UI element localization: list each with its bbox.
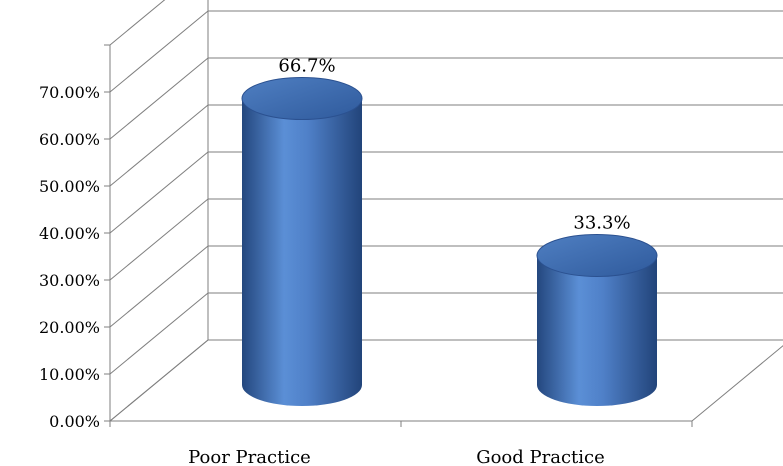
bar bbox=[536, 233, 658, 406]
y-axis: 0.00% 10.00% 20.00% 30.00% 40.00% 50.00% 60.00… bbox=[39, 83, 100, 431]
side-gridline bbox=[109, 104, 209, 187]
bar-top bbox=[536, 233, 658, 277]
y-tick-label: 10.00% bbox=[39, 365, 100, 384]
bar bbox=[241, 77, 363, 406]
x-category-label: Poor Practice bbox=[188, 447, 311, 466]
x-category-label: Good Practice bbox=[476, 447, 605, 466]
x-axis: Poor Practice Good Practice bbox=[188, 447, 605, 466]
bar-top bbox=[241, 77, 363, 121]
y-tick-label: 70.00% bbox=[39, 83, 100, 102]
chart-walls bbox=[104, 0, 783, 427]
floor-right-edge bbox=[691, 345, 783, 422]
side-gridline bbox=[109, 198, 209, 281]
side-gridline bbox=[109, 0, 166, 46]
y-tick-label: 20.00% bbox=[39, 318, 100, 337]
y-tick-label: 0.00% bbox=[49, 412, 100, 431]
y-tick-label: 50.00% bbox=[39, 177, 100, 196]
side-gridline bbox=[109, 57, 209, 140]
side-gridline bbox=[109, 151, 209, 234]
y-tick-label: 40.00% bbox=[39, 224, 100, 243]
side-gridline bbox=[109, 292, 209, 375]
side-gridline bbox=[109, 245, 209, 328]
data-label: 66.7% bbox=[278, 56, 335, 77]
bars: 66.7% 33.3% bbox=[241, 56, 658, 406]
side-gridline bbox=[109, 339, 209, 422]
y-tick-label: 60.00% bbox=[39, 130, 100, 149]
data-label: 33.3% bbox=[573, 212, 630, 233]
bar-body bbox=[537, 255, 657, 406]
side-gridline bbox=[109, 10, 209, 93]
bar-body bbox=[242, 98, 362, 406]
y-tick-label: 30.00% bbox=[39, 271, 100, 290]
